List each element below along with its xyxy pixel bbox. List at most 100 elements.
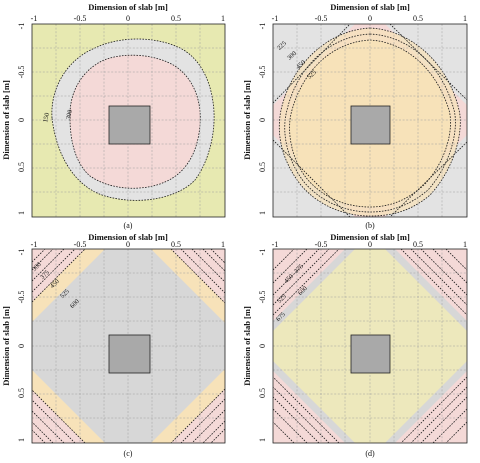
panel-b-contour-label: 300 bbox=[286, 50, 298, 62]
panel-b-y-tick: 0 bbox=[258, 118, 267, 122]
panel-a-x-tick: 0 bbox=[126, 14, 130, 23]
panel-c-y-tick: 0.5 bbox=[17, 388, 26, 398]
panel-b-y-ticks: -1 -0.5 0 0.5 1 bbox=[258, 23, 267, 215]
panel-b-x-tick: 0 bbox=[368, 14, 372, 23]
panel-a: Dimension of slab [m] -1 -0.5 0 0.5 1 Di… bbox=[1, 2, 226, 230]
panel-a-frame bbox=[31, 23, 226, 218]
panel-c-contour-300 bbox=[32, 249, 225, 443]
panel-a-y-axis-title: Dimension of slab [m] bbox=[1, 80, 11, 160]
panel-c-contour-label: 300 bbox=[31, 261, 43, 273]
panel-a-column bbox=[108, 105, 151, 145]
panel-d-contour-label: 525 bbox=[276, 293, 288, 305]
panel-d-contour-label: 450 bbox=[283, 273, 295, 285]
panel-a-y-tick: 1 bbox=[17, 211, 26, 215]
panel-d-y-tick: 0.5 bbox=[258, 388, 267, 398]
panel-d-y-tick: -0.5 bbox=[258, 291, 267, 304]
panel-c-contour-label: 375 bbox=[39, 269, 51, 281]
panel-d-contour-450 bbox=[273, 249, 467, 443]
panel-a-y-tick: -0.5 bbox=[17, 66, 26, 79]
panel-d-contour-525 bbox=[273, 249, 467, 443]
panel-d-y-tick: 1 bbox=[258, 438, 267, 442]
panel-b-frame bbox=[272, 23, 468, 218]
panel-a-y-ticks: -1 -0.5 0 0.5 1 bbox=[17, 23, 26, 215]
panel-a-contour-label: 300 bbox=[65, 109, 74, 120]
panel-c-x-tick: 1 bbox=[221, 240, 225, 249]
panel-c-contour-450 bbox=[32, 249, 225, 443]
panel-c-contour-label: 450 bbox=[49, 278, 61, 290]
panel-d-y-axis-title: Dimension of slab [m] bbox=[242, 306, 252, 386]
panel-c-contour-600 bbox=[32, 249, 225, 443]
panel-d-x-ticks: -1 -0.5 0 0.5 1 bbox=[272, 240, 467, 249]
panel-c-y-axis-title: Dimension of slab [m] bbox=[1, 306, 11, 386]
panel-b-column bbox=[350, 105, 391, 145]
panel-d-x-tick: 1 bbox=[463, 240, 467, 249]
panel-b-contour-label: 225 bbox=[276, 40, 288, 52]
panel-d-contour-label: 675 bbox=[275, 311, 287, 323]
panel-a-y-tick: -1 bbox=[17, 23, 26, 30]
panel-c-contour-label: 525 bbox=[59, 288, 71, 300]
panel-a-x-tick: 1 bbox=[221, 14, 225, 23]
panel-a-y-tick: 0 bbox=[17, 118, 26, 122]
panel-c-x-tick: 0 bbox=[126, 240, 130, 249]
panel-c-label: (c) bbox=[124, 449, 133, 458]
panel-b-x-tick: -0.5 bbox=[315, 14, 328, 23]
panel-c-contour-label: 600 bbox=[69, 298, 81, 310]
panel-c: Dimension of slab [m] -1 -0.5 0 0.5 1 Di… bbox=[1, 232, 226, 458]
panel-d-x-tick: -0.5 bbox=[315, 240, 328, 249]
panel-b-x-tick: 0.5 bbox=[413, 14, 423, 23]
panel-c-x-axis-title: Dimension of slab [m] bbox=[88, 232, 168, 242]
panel-b-y-axis-title: Dimension of slab [m] bbox=[242, 80, 252, 160]
panel-d-y-tick: 0 bbox=[258, 344, 267, 348]
panel-c-y-ticks: -1 -0.5 0 0.5 1 bbox=[17, 249, 26, 442]
panel-c-y-tick: 1 bbox=[17, 438, 26, 442]
panel-b-y-tick: -1 bbox=[258, 23, 267, 30]
panel-a-label: (a) bbox=[124, 221, 133, 230]
panel-b-contour-225 bbox=[273, 24, 467, 217]
panel-a-x-axis-title: Dimension of slab [m] bbox=[88, 2, 168, 12]
panel-b-contour-450 bbox=[284, 33, 456, 213]
panel-d-frame bbox=[272, 248, 468, 444]
panel-a-y-tick: 0.5 bbox=[17, 162, 26, 172]
panel-d-contour-label: 375 bbox=[293, 263, 305, 275]
panel-d-x-tick: 0.5 bbox=[413, 240, 423, 249]
panel-b-contour-label: 450 bbox=[295, 59, 307, 71]
panel-c-frame bbox=[31, 248, 226, 444]
panel-d-y-ticks: -1 -0.5 0 0.5 1 bbox=[258, 249, 267, 442]
panel-d-contour-675 bbox=[273, 249, 467, 443]
panel-d-x-tick: -1 bbox=[272, 240, 279, 249]
panel-c-x-ticks: -1 -0.5 0 0.5 1 bbox=[31, 240, 225, 249]
panel-a-x-tick: -1 bbox=[31, 14, 38, 23]
panel-d-contour-375 bbox=[273, 249, 467, 443]
panel-b-label: (b) bbox=[365, 221, 375, 230]
panel-c-x-tick: -0.5 bbox=[74, 240, 87, 249]
panel-b-y-tick: -0.5 bbox=[258, 66, 267, 79]
panel-b: Dimension of slab [m] -1 -0.5 0 0.5 1 Di… bbox=[242, 2, 468, 230]
panel-a-contour-label: 150 bbox=[42, 112, 51, 123]
panel-a-x-tick: -0.5 bbox=[74, 14, 87, 23]
panel-d-x-axis-title: Dimension of slab [m] bbox=[330, 232, 410, 242]
panel-c-x-tick: -1 bbox=[31, 240, 38, 249]
panel-b-x-tick: 1 bbox=[463, 14, 467, 23]
panel-a-x-tick: 0.5 bbox=[171, 14, 181, 23]
panel-c-column bbox=[108, 334, 151, 374]
panel-d-column bbox=[350, 334, 391, 374]
panel-b-y-tick: 0.5 bbox=[258, 162, 267, 172]
panel-b-contour-label: 525 bbox=[306, 69, 318, 81]
panel-d-contour-label: 600 bbox=[297, 285, 309, 297]
panel-b-contour-525 bbox=[289, 39, 451, 208]
panel-b-x-ticks: -1 -0.5 0 0.5 1 bbox=[272, 14, 467, 23]
panel-d-label: (d) bbox=[365, 449, 375, 458]
panel-c-y-tick: -1 bbox=[17, 249, 26, 256]
panel-d-y-tick: -1 bbox=[258, 249, 267, 256]
panel-b-x-axis-title: Dimension of slab [m] bbox=[330, 2, 410, 12]
panel-c-y-tick: 0 bbox=[17, 344, 26, 348]
panel-b-x-tick: -1 bbox=[272, 14, 279, 23]
panel-d-x-tick: 0 bbox=[368, 240, 372, 249]
panel-c-contour-375 bbox=[32, 249, 225, 443]
panel-b-y-tick: 1 bbox=[258, 211, 267, 215]
panel-c-x-tick: 0.5 bbox=[171, 240, 181, 249]
panel-c-y-tick: -0.5 bbox=[17, 291, 26, 304]
panel-c-contour-525 bbox=[32, 249, 225, 443]
panel-a-x-ticks: -1 -0.5 0 0.5 1 bbox=[31, 14, 225, 23]
